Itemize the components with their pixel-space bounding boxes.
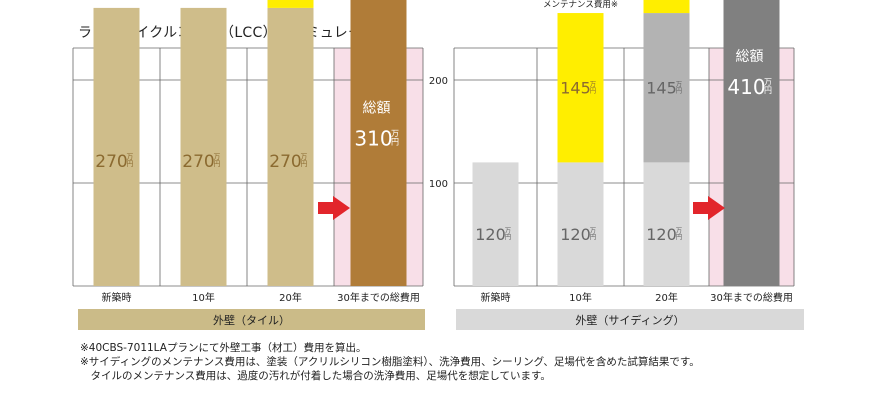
value-unit: 万 [676,226,682,234]
footnote-plan: ※40CBS-7011LAプランにて外壁工事（材工）費用を算出。 [80,342,367,354]
total-arrow [318,196,350,220]
value-unit: 円 [301,160,308,168]
total-prefix-label: 総額 [736,49,764,65]
category-label: 10年 [192,291,215,304]
material-band [456,309,804,330]
value-number: 145 [646,78,677,97]
bar-segment [350,0,407,286]
value-unit: 円 [214,160,221,168]
category-label: 新築時 [102,291,132,304]
maintenance-caption: メンテナンス費用※ [543,0,618,10]
value-unit: 万 [590,80,596,88]
value-unit: 万 [391,129,399,138]
value-unit: 円 [676,233,682,241]
total-arrow [693,196,725,220]
page-title: ライフサイクルコスト（LCC）のシミュレーション [78,25,406,41]
footnote-siding: ※サイディングのメンテナンス費用は、塗装（アクリルシリコン樹脂塗料）、洗浄費用、… [80,356,700,368]
value-number: 270 [269,152,301,172]
bar-segment [643,0,690,14]
value-unit: 円 [590,87,596,95]
siding-chart [453,0,804,330]
value-number: 120 [475,225,506,244]
category-label: 30年までの総費用 [337,291,420,304]
value-number: 120 [646,225,677,244]
category-label: 20年 [655,291,678,304]
value-unit: 万 [590,226,596,234]
value-number: 120 [560,225,591,244]
tile-chart [72,0,425,330]
total-prefix-label: 総額 [363,100,391,116]
material-band [78,309,425,330]
bar-segment [472,162,519,286]
category-label: 30年までの総費用 [710,291,793,304]
value-unit: 円 [764,86,772,95]
material-band-label: 外壁（タイル） [213,313,290,327]
value-unit: 円 [505,233,511,241]
category-label: 新築時 [481,291,511,304]
bar-segment [267,0,314,8]
value-number: 270 [182,152,214,172]
bar-segment [643,162,690,286]
footnotes: ※40CBS-7011LAプランにて外壁工事（材工）費用を算出。 ※サイディング… [80,341,700,383]
value-unit: 万 [127,153,134,161]
bar-segment [557,13,604,163]
value-unit: 万 [505,226,511,234]
value-unit: 円 [391,137,399,146]
value-unit: 万 [676,80,682,88]
footnote-tile: タイルのメンテナンス費用は、過度の汚れが付着した場合の洗浄費用、足場代を想定して… [80,370,551,382]
category-label: 20年 [279,291,302,304]
value-number: 410 [727,75,765,99]
value-number: 310 [354,127,392,151]
value-unit: 円 [590,233,596,241]
bar-segment [93,7,140,287]
category-label: 10年 [569,291,592,304]
bar-segment [723,0,780,286]
bar-segment [643,13,690,163]
y-tick-label: 100 [429,179,448,190]
value-unit: 円 [127,160,134,168]
value-unit: 万 [764,77,772,86]
value-unit: 万 [301,153,308,161]
value-number: 270 [95,152,127,172]
bar-segment [557,162,604,286]
value-number: 145 [560,78,591,97]
value-unit: 円 [676,87,682,95]
value-unit: 万 [214,153,221,161]
bar-segment [180,7,227,287]
material-band-label: 外壁（サイディング） [575,313,684,327]
y-tick-label: 200 [429,76,448,87]
bar-segment [267,7,314,287]
